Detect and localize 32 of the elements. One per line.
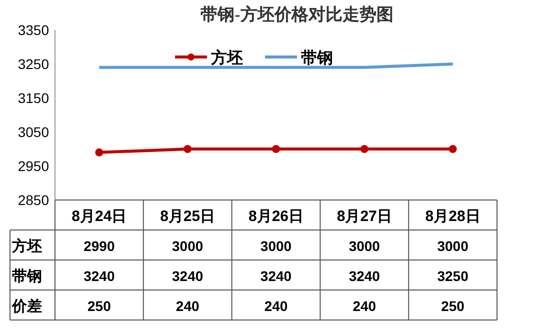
cell: 2990 — [84, 238, 115, 254]
row-label: 价差 — [12, 298, 42, 315]
cell: 240 — [264, 298, 288, 314]
xtick: 8月27日 — [336, 208, 392, 225]
xtick: 8月25日 — [160, 208, 216, 225]
row-label: 带钢 — [12, 268, 42, 285]
cell: 3250 — [437, 268, 468, 284]
cell: 3240 — [260, 268, 292, 284]
cell: 3000 — [172, 238, 204, 254]
cell: 240 — [176, 298, 200, 314]
cell: 3240 — [84, 268, 115, 284]
cell: 3240 — [348, 268, 380, 284]
xtick: 8月24日 — [72, 208, 127, 225]
title: 带钢-方坯价格对比走势图 — [200, 5, 394, 24]
cell: 3000 — [437, 238, 468, 254]
cell: 3000 — [260, 238, 292, 254]
cell: 3240 — [172, 268, 204, 284]
xtick: 8月28日 — [425, 208, 480, 225]
ytick: 3150 — [18, 90, 49, 106]
ytick: 2850 — [18, 192, 49, 208]
ytick: 3050 — [18, 124, 49, 140]
cell: 250 — [88, 298, 111, 314]
xtick: 8月26日 — [248, 208, 304, 225]
cell: 250 — [441, 298, 464, 314]
ytick: 3350 — [18, 22, 49, 38]
cell: 240 — [352, 298, 376, 314]
ytick: 3250 — [18, 56, 49, 72]
row-label: 方坯 — [12, 238, 42, 255]
legend: 带钢 — [301, 50, 333, 67]
ytick: 2950 — [18, 158, 49, 174]
legend: 方坯 — [211, 50, 243, 67]
cell: 3000 — [348, 238, 380, 254]
